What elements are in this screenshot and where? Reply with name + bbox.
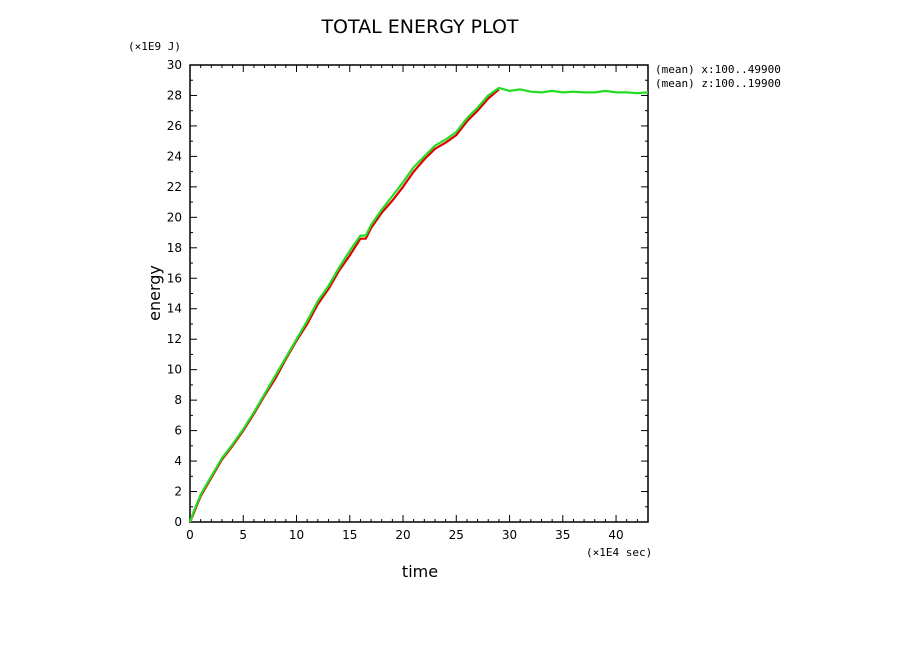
y-tick-label: 30	[167, 58, 182, 72]
y-tick-label: 28	[167, 88, 182, 102]
y-tick-label: 24	[167, 149, 182, 163]
y-tick-label: 8	[174, 393, 182, 407]
x-tick-label: 5	[239, 528, 247, 542]
y-tick-label: 14	[167, 302, 182, 316]
x-tick-label: 0	[186, 528, 194, 542]
x-tick-label: 20	[395, 528, 410, 542]
y-tick-label: 16	[167, 271, 182, 285]
y-tick-label: 0	[174, 515, 182, 529]
y-tick-label: 10	[167, 363, 182, 377]
y-tick-label: 26	[167, 119, 182, 133]
x-axis-label: time	[402, 562, 438, 581]
plot-frame	[189, 64, 649, 523]
chart-title: TOTAL ENERGY PLOT	[320, 16, 518, 38]
series-line-z	[188, 86, 649, 523]
y-tick-label: 6	[174, 424, 182, 438]
y-axis-label: energy	[145, 265, 164, 321]
y-tick-label: 4	[174, 454, 182, 468]
y-tick-label: 22	[167, 180, 182, 194]
legend-entry-x: (mean) x:100..49900	[655, 63, 781, 76]
x-tick-label: 30	[502, 528, 517, 542]
legend-entry-z: (mean) z:100..19900	[655, 77, 781, 90]
series-line-x	[188, 88, 500, 523]
y-unit-label: (×1E9 J)	[128, 40, 181, 53]
x-tick-label: 10	[289, 528, 304, 542]
y-tick-label: 12	[167, 332, 182, 346]
x-tick-label: 40	[608, 528, 623, 542]
x-tick-label: 35	[555, 528, 570, 542]
x-tick-label: 25	[449, 528, 464, 542]
x-tick-label: 15	[342, 528, 357, 542]
x-unit-label: (×1E4 sec)	[586, 546, 652, 559]
y-tick-label: 2	[174, 485, 182, 499]
y-tick-label: 20	[167, 210, 182, 224]
y-tick-label: 18	[167, 241, 182, 255]
